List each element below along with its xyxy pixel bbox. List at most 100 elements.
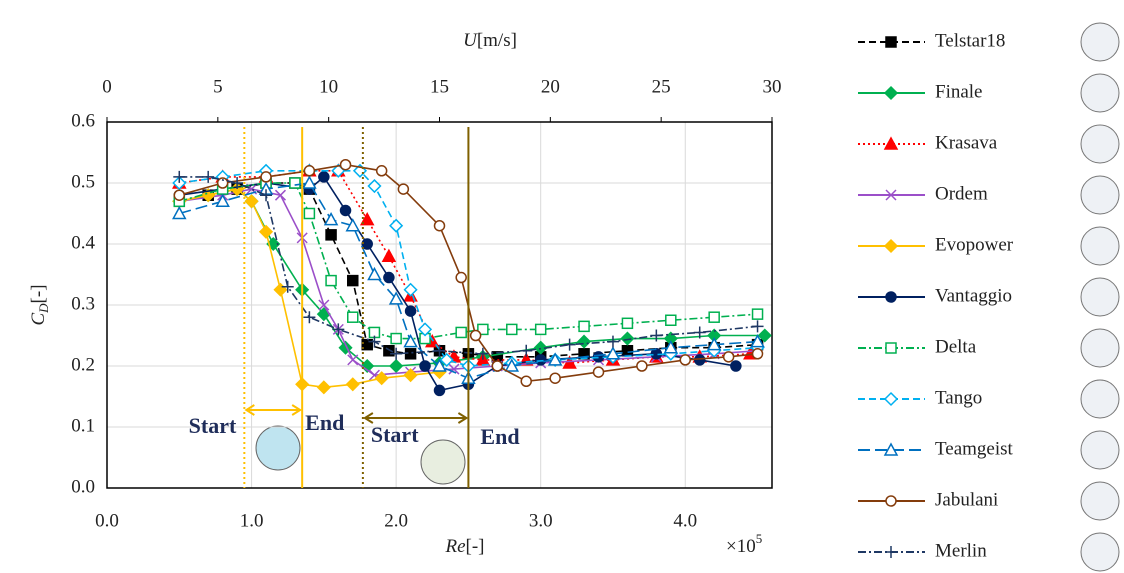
marker [520, 375, 532, 387]
marker [563, 338, 576, 351]
x-axis-title: Re[-] [444, 536, 484, 557]
y-symbol: C [28, 313, 49, 326]
marker [751, 320, 764, 333]
marker [730, 360, 742, 372]
marker [534, 323, 547, 336]
x2-unit: [m/s] [477, 30, 517, 51]
y-axis-title: CD[-] [28, 284, 51, 325]
legend-label: Teamgeist [935, 438, 1014, 459]
marker [216, 177, 229, 189]
marker [381, 248, 397, 262]
marker [244, 194, 259, 209]
marker [549, 372, 561, 384]
marker [173, 189, 186, 201]
marker [885, 36, 897, 48]
marker [231, 177, 244, 189]
marker [403, 334, 418, 348]
marker [562, 355, 577, 369]
ball-icon [1080, 124, 1120, 164]
marker [577, 334, 592, 349]
marker [885, 546, 897, 558]
marker [883, 136, 899, 150]
marker [476, 347, 489, 360]
marker [318, 171, 330, 183]
marker [383, 345, 395, 357]
marker [345, 377, 360, 392]
marker [374, 371, 389, 386]
annotation: Start [189, 413, 237, 438]
legend-label: Jabulani [935, 489, 998, 510]
marker [417, 322, 433, 337]
marker [173, 170, 186, 183]
x2-tick-label: 30 [763, 76, 782, 97]
marker [663, 340, 679, 354]
series [172, 182, 772, 374]
marker [389, 218, 404, 233]
marker [325, 229, 337, 241]
x2-tick-label: 20 [541, 76, 560, 97]
marker [303, 207, 316, 220]
marker [883, 391, 899, 407]
marker [347, 311, 359, 323]
marker [455, 326, 467, 339]
marker [172, 175, 187, 191]
marker [260, 171, 272, 183]
marker [375, 165, 388, 177]
marker [260, 189, 273, 202]
marker [491, 360, 504, 372]
marker [606, 335, 619, 348]
ball-icon [1080, 481, 1120, 521]
marker [289, 177, 301, 189]
x-tick-label: 4.0 [673, 510, 697, 531]
marker [339, 158, 352, 171]
marker [404, 305, 417, 317]
legend-label: Merlin [935, 540, 987, 561]
x-multiplier: ×105 [726, 531, 762, 557]
ball-icon [1080, 22, 1120, 62]
marker [433, 219, 446, 232]
marker [403, 282, 418, 297]
marker [592, 351, 605, 363]
marker [533, 340, 548, 355]
marker [332, 323, 345, 336]
marker [302, 175, 317, 189]
x-unit: [-] [466, 536, 485, 557]
marker [708, 311, 720, 323]
ball-icon [1080, 277, 1120, 317]
series [173, 170, 764, 360]
marker [316, 380, 331, 395]
marker [202, 170, 215, 183]
plot-frame [106, 121, 773, 489]
marker [273, 282, 288, 297]
marker [757, 328, 772, 343]
y-tick-label: 0.3 [71, 293, 95, 314]
marker [636, 360, 648, 372]
annotation: End [480, 424, 519, 449]
y-tick-label: 0.1 [71, 415, 95, 436]
marker [403, 368, 418, 383]
marker [388, 291, 404, 305]
marker [345, 218, 361, 232]
x2-tick-label: 5 [213, 76, 223, 97]
marker [274, 189, 287, 201]
marker [605, 346, 621, 360]
legend-label: Krasava [935, 132, 998, 153]
legend-label: Finale [935, 81, 983, 102]
legend-label: Vantaggio [935, 285, 1012, 306]
marker [885, 495, 897, 507]
marker [281, 280, 294, 293]
y-tick-label: 0.6 [71, 110, 95, 131]
marker [323, 212, 339, 226]
marker [504, 358, 520, 372]
marker [751, 308, 764, 320]
marker [706, 337, 722, 351]
marker [303, 165, 316, 177]
marker [419, 360, 431, 372]
y-tick-label: 0.2 [71, 354, 95, 375]
marker [339, 204, 352, 217]
marker [367, 266, 382, 281]
marker [347, 354, 359, 366]
marker [389, 358, 404, 374]
ball-icon [1080, 73, 1120, 113]
marker [520, 344, 533, 357]
